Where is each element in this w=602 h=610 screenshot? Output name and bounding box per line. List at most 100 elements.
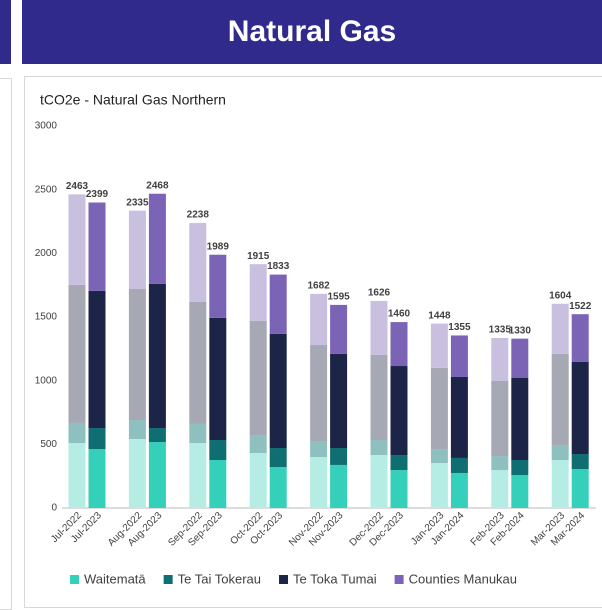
y-tick-label: 0	[51, 503, 57, 514]
bar-segment	[209, 317, 227, 441]
total-label: 1448	[428, 310, 451, 321]
banner-title: Natural Gas	[227, 15, 397, 48]
bar-segment	[209, 254, 227, 318]
bar-segment	[88, 290, 106, 429]
bar-segment	[128, 210, 146, 289]
bar-segment	[551, 303, 569, 354]
banner: Natural Gas	[22, 0, 602, 64]
bar-segment	[491, 456, 509, 471]
bar-segment	[310, 293, 328, 346]
bar-segment	[189, 443, 207, 508]
legend-label: Te Tai Tokerau	[178, 571, 261, 586]
bar-segment	[370, 455, 388, 508]
bar-segment	[310, 457, 328, 508]
bar-segment	[430, 323, 448, 368]
bar-segment	[551, 444, 569, 460]
legend-swatch	[70, 575, 79, 584]
total-label: 1595	[327, 292, 350, 303]
bar-segment	[209, 440, 227, 460]
total-label: 1604	[549, 290, 572, 301]
bar-segment	[571, 361, 589, 455]
y-tick-label: 500	[40, 439, 57, 450]
bar-segment	[511, 475, 529, 508]
bar-segment	[88, 449, 106, 508]
left-banner	[0, 0, 11, 64]
bar-segment	[491, 338, 509, 381]
y-tick-label: 2500	[35, 184, 58, 195]
total-label: 2463	[66, 181, 89, 192]
bar-segment	[370, 354, 388, 441]
bar-segment	[491, 470, 509, 508]
total-label: 1522	[569, 301, 592, 312]
chart-title: tCO2e - Natural Gas Northern	[40, 92, 226, 108]
bar-segment	[88, 428, 106, 450]
bar-segment	[310, 441, 328, 458]
total-label: 2335	[126, 197, 149, 208]
bar-segment	[310, 345, 328, 442]
bar-segment	[571, 469, 589, 508]
bar-segment	[450, 457, 468, 473]
total-label: 2238	[187, 210, 210, 221]
y-tick-label: 1500	[35, 312, 58, 323]
total-label: 2468	[146, 180, 169, 191]
bar-segment	[249, 320, 267, 436]
bar-segment	[148, 442, 166, 508]
total-label: 1989	[207, 241, 230, 252]
bar-segment	[571, 454, 589, 470]
bar-segment	[370, 300, 388, 355]
total-label: 1330	[509, 325, 532, 336]
bar-segment	[68, 194, 86, 285]
bar-segment	[88, 202, 106, 291]
bar-segment	[128, 420, 146, 439]
bar-segment	[269, 448, 287, 467]
bar-segment	[450, 335, 468, 377]
bar-segment	[450, 376, 468, 458]
legend-swatch	[163, 575, 173, 584]
y-tick-label: 3000	[35, 121, 58, 132]
bar-segment	[330, 448, 348, 465]
total-label: 1833	[267, 261, 290, 272]
bar-segment	[249, 435, 267, 453]
bar-segment	[430, 463, 448, 508]
bar-segment	[269, 333, 287, 449]
bar-segment	[390, 470, 408, 508]
legend-label: Waitematā	[84, 571, 146, 586]
bar-segment	[269, 274, 287, 334]
legend-label: Counties Manukau	[409, 571, 517, 586]
bar-segment	[148, 428, 166, 443]
total-label: 1915	[247, 251, 270, 262]
bar-segment	[269, 466, 287, 508]
bar-segment	[148, 283, 166, 429]
bar-segment	[450, 472, 468, 508]
total-label: 1682	[307, 280, 330, 291]
bar-segment	[189, 301, 207, 424]
bar-segment	[330, 304, 348, 354]
legend-swatch	[394, 575, 404, 584]
bar-segment	[430, 449, 448, 464]
legend-swatch	[279, 575, 289, 584]
bar-segment	[209, 459, 227, 508]
bar-segment	[128, 438, 146, 508]
bar-segment	[551, 459, 569, 508]
legend-label: Te Toka Tumai	[293, 571, 377, 586]
bar-segment	[128, 288, 146, 421]
bar-segment	[370, 440, 388, 456]
total-label: 2399	[86, 189, 109, 200]
y-tick-label: 2000	[35, 248, 58, 259]
bar-segment	[511, 459, 529, 476]
total-label: 1335	[489, 325, 512, 336]
bar-segment	[390, 455, 408, 471]
bar-segment	[390, 366, 408, 456]
bar-segment	[249, 452, 267, 508]
total-label: 1626	[368, 288, 391, 299]
bar-segment	[511, 377, 529, 460]
bar-segment	[189, 223, 207, 302]
bar-segment	[148, 193, 166, 284]
bar-segment	[330, 464, 348, 508]
total-label: 1460	[388, 309, 411, 320]
bar-segment	[551, 353, 569, 445]
bar-segment	[491, 380, 509, 457]
bar-segment	[330, 353, 348, 449]
